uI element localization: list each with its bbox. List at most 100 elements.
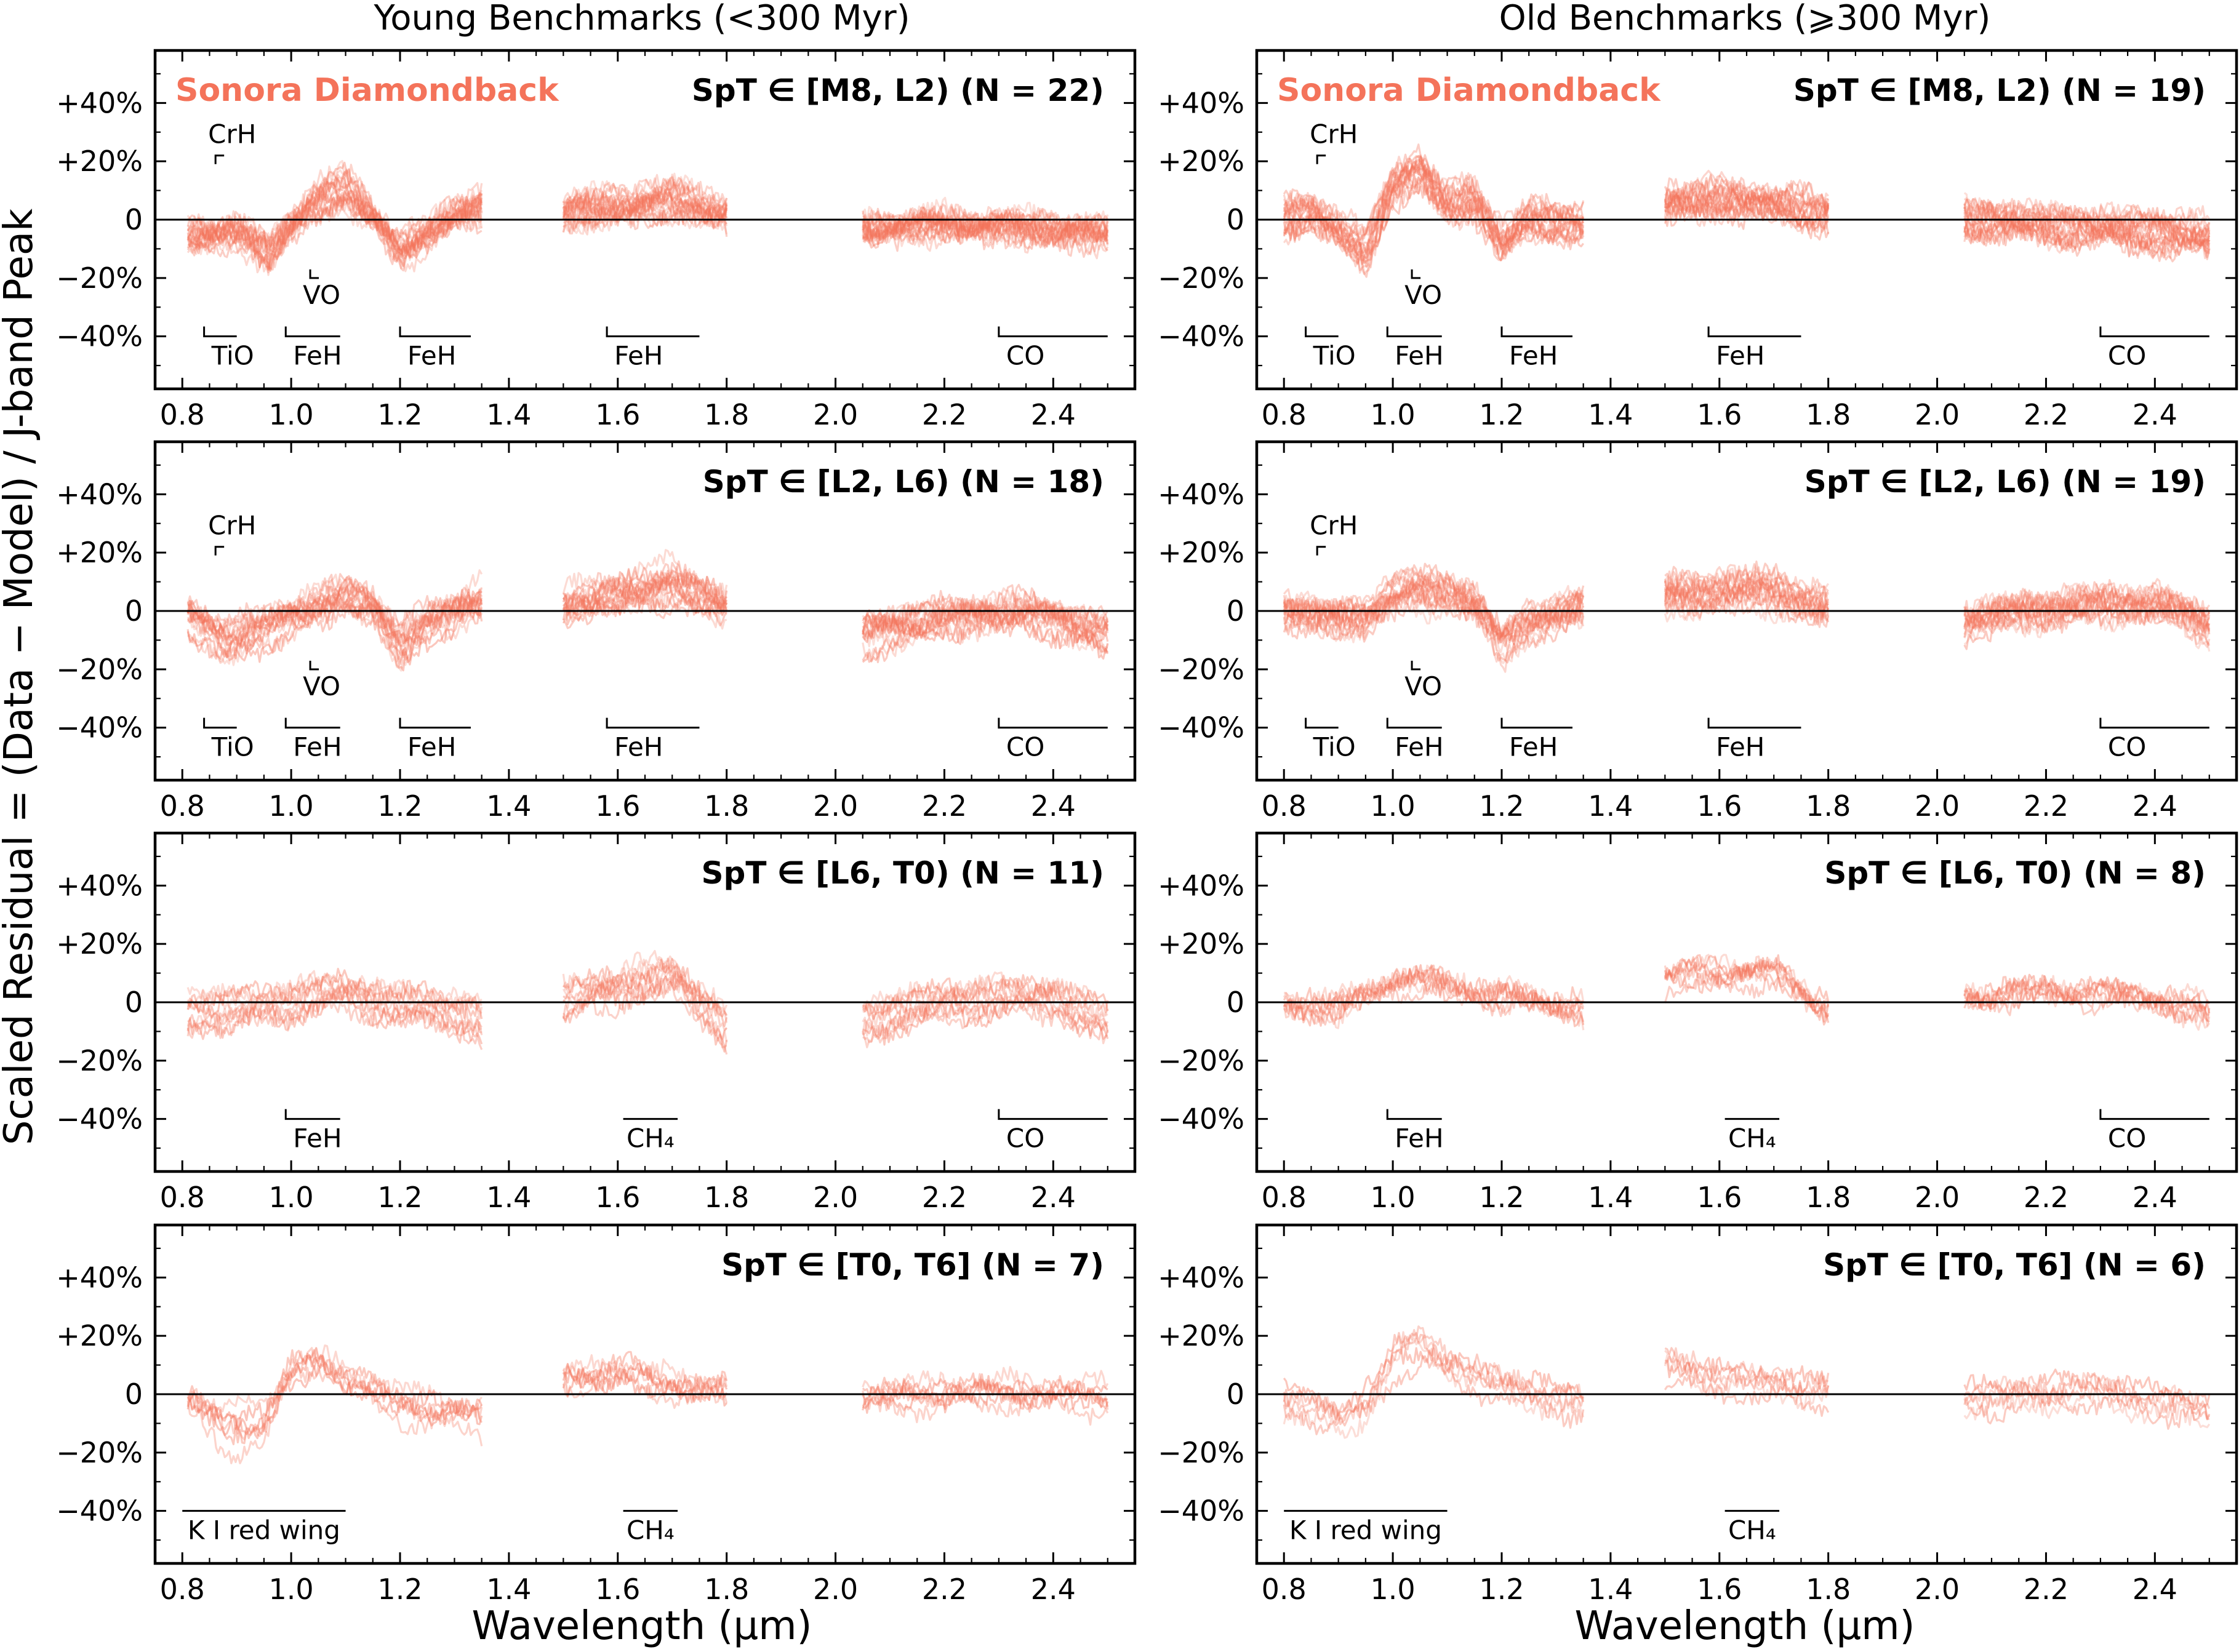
- x-tick-label: 1.6: [1697, 1573, 1742, 1606]
- residual-spectrum-line: [186, 957, 1109, 1028]
- feature-band-marker: [2099, 326, 2209, 338]
- feature-band-marker: [2099, 1109, 2209, 1120]
- y-tick-label: +40%: [56, 1261, 143, 1294]
- residual-spectrum-line: [186, 194, 1109, 274]
- y-tick-label: −20%: [1158, 1436, 1244, 1469]
- residual-spectrum-line: [1283, 958, 2210, 1013]
- feature-band-marker: [1386, 717, 1442, 729]
- x-tick-label: 1.0: [269, 789, 314, 823]
- residual-spectrum-line: [1283, 962, 2211, 1022]
- x-tick-label: 1.2: [377, 1573, 422, 1606]
- x-tick-label: 1.2: [377, 398, 422, 431]
- residual-spectrum-line: [187, 970, 1109, 1055]
- x-tick-label: 1.4: [486, 1573, 531, 1606]
- feature-label: CO: [2108, 732, 2146, 762]
- feature-band-marker: [1305, 717, 1339, 729]
- y-tick-label: −20%: [56, 1436, 143, 1469]
- x-tick-label: 1.8: [704, 789, 749, 823]
- y-tick-label: −40%: [1158, 711, 1244, 744]
- x-tick-label: 1.2: [377, 1181, 422, 1214]
- residual-spectrum-line: [1283, 1355, 2209, 1435]
- residual-spectrum-line: [1283, 1331, 2211, 1426]
- feature-point-marker: [1316, 546, 1326, 556]
- residual-spectrum-line: [186, 180, 1108, 271]
- residual-spectrum-line: [1284, 156, 2211, 268]
- residual-spectrum-line: [186, 175, 1109, 271]
- feature-band-marker: [203, 326, 237, 338]
- feature-point-marker: [1411, 269, 1421, 279]
- x-tick-label: 2.0: [1915, 1181, 1960, 1214]
- y-tick-label: +20%: [56, 145, 143, 178]
- residual-spectrum-line: [186, 975, 1109, 1053]
- x-tick-label: 2.0: [1915, 1573, 1960, 1606]
- feature-band-marker: [998, 1109, 1108, 1120]
- x-tick-label: 1.4: [1588, 1181, 1633, 1214]
- y-tick-label: +20%: [1158, 145, 1244, 178]
- y-tick-label: −40%: [56, 1103, 143, 1136]
- feature-band-marker: [1305, 326, 1339, 338]
- y-tick-label: 0: [1227, 986, 1244, 1019]
- x-tick-label: 1.0: [269, 1573, 314, 1606]
- residual-spectrum-line: [1283, 173, 2211, 274]
- panel-young-2: 0.8 1.0 1.2 1.4 1.6 1.8 2.0 2.2 2.4 +40% +20% 0 −20%…: [56, 831, 1137, 1214]
- x-tick-label: 2.2: [922, 1181, 967, 1214]
- x-tick-label: 2.2: [922, 398, 967, 431]
- feature-label: TiO: [1313, 732, 1356, 762]
- panel-old-2: 0.8 1.0 1.2 1.4 1.6 1.8 2.0 2.2 2.4 +40% +20% 0 −20%…: [1158, 831, 2238, 1214]
- panel-label: SpT ∈ [L6, T0) (N = 11): [702, 855, 1104, 891]
- y-tick-label: 0: [125, 1378, 143, 1411]
- feature-label: CH₄: [627, 1515, 675, 1546]
- x-tick-label: 2.4: [2133, 1573, 2177, 1606]
- residual-spectra: [1283, 1325, 2211, 1439]
- feature-band-marker: [284, 326, 340, 338]
- x-tick-label: 2.4: [2133, 398, 2177, 431]
- panel-label: SpT ∈ [T0, T6] (N = 7): [721, 1247, 1104, 1283]
- residual-spectrum-line: [1283, 161, 2211, 261]
- x-tick-label: 2.2: [922, 789, 967, 823]
- feature-label: CrH: [208, 511, 256, 541]
- y-tick-label: +20%: [1158, 1319, 1244, 1352]
- residual-spectrum-line: [1283, 164, 2211, 265]
- x-tick-label: 1.4: [486, 789, 531, 823]
- residual-spectrum-line: [1283, 572, 2211, 644]
- x-tick-label: 1.0: [269, 398, 314, 431]
- residual-spectrum-line: [1283, 580, 2211, 664]
- feature-label: FeH: [407, 732, 456, 762]
- y-tick-label: −40%: [1158, 1494, 1244, 1528]
- y-tick-label: −40%: [56, 320, 143, 353]
- residual-spectrum-line: [186, 185, 1109, 257]
- x-tick-label: 2.0: [813, 1573, 858, 1606]
- y-tick-label: +40%: [1158, 86, 1244, 119]
- y-tick-label: +40%: [1158, 869, 1244, 902]
- x-tick-label: 0.8: [1262, 1573, 1307, 1606]
- x-tick-label: 0.8: [160, 398, 205, 431]
- feature-label: FeH: [1395, 732, 1443, 762]
- x-tick-label: 1.4: [486, 398, 531, 431]
- panel-young-0: 0.8 1.0 1.2 1.4 1.6 1.8 2.0 2.2 2.4 +40% +20% 0 −20%…: [56, 49, 1137, 431]
- residual-spectrum-line: [1283, 570, 2209, 642]
- residual-spectrum-line: [186, 164, 1108, 268]
- x-tick-label: 1.6: [595, 1573, 640, 1606]
- feature-label: FeH: [1395, 1123, 1443, 1154]
- y-tick-label: −20%: [56, 261, 143, 295]
- y-tick-label: +40%: [1158, 1261, 1244, 1294]
- x-tick-label: 2.0: [1915, 789, 1960, 823]
- feature-band-marker: [399, 717, 471, 729]
- residual-spectrum-line: [1283, 954, 2211, 1031]
- residual-spectrum-line: [1283, 580, 2211, 648]
- x-tick-label: 1.6: [595, 398, 640, 431]
- x-tick-label: 2.2: [2024, 1573, 2069, 1606]
- residual-spectra: [1283, 561, 2211, 673]
- residual-spectrum-line: [186, 1364, 1109, 1464]
- feature-band-marker: [1386, 1109, 1442, 1120]
- feature-point-marker: [309, 269, 319, 279]
- x-tick-label: 1.0: [1371, 1573, 1416, 1606]
- feature-point-marker: [1316, 154, 1326, 164]
- residual-spectrum-line: [186, 566, 1109, 667]
- feature-point-marker: [214, 546, 225, 556]
- residual-spectrum-line: [1283, 563, 2211, 645]
- x-tick-label: 2.2: [2024, 1181, 2069, 1214]
- feature-label: VO: [303, 671, 340, 701]
- residual-spectrum-line: [186, 570, 1109, 672]
- residual-spectrum-line: [186, 1352, 1108, 1434]
